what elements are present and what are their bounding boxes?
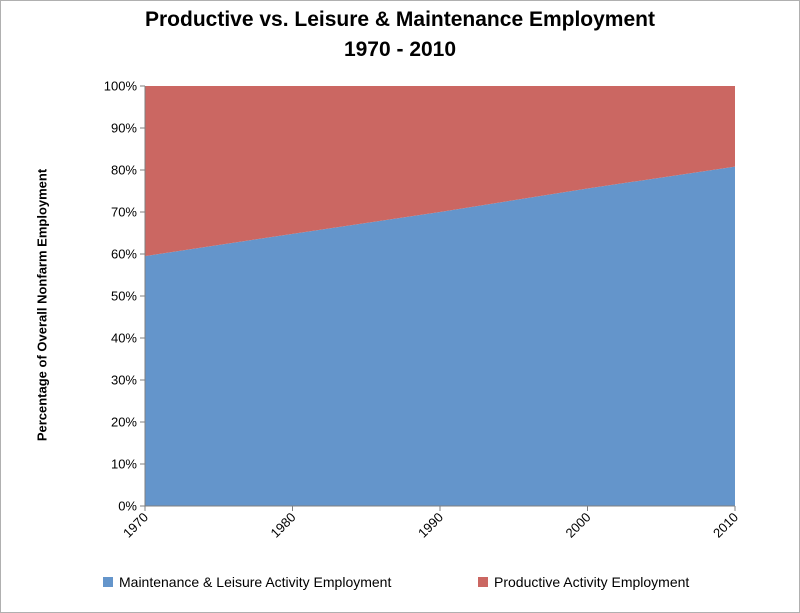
x-tick-label: 2000 xyxy=(563,510,594,541)
legend-item-productive: Productive Activity Employment xyxy=(478,574,689,590)
chart-title: Productive vs. Leisure & Maintenance Emp… xyxy=(145,8,655,31)
y-tick-label: 20% xyxy=(111,415,137,430)
y-tick-label: 50% xyxy=(111,289,137,304)
x-tick-label: 1980 xyxy=(268,510,299,541)
legend-swatch-maintenance xyxy=(103,577,113,587)
area-series-maintenance-leisure-activity-employment xyxy=(145,166,735,506)
y-tick-label: 10% xyxy=(111,457,137,472)
y-tick-label: 80% xyxy=(111,163,137,178)
y-tick-label: 40% xyxy=(111,331,137,346)
y-tick-label: 60% xyxy=(111,247,137,262)
chart-subtitle: 1970 - 2010 xyxy=(343,38,457,61)
y-tick-label: 30% xyxy=(111,373,137,388)
y-tick-label: 90% xyxy=(111,121,137,136)
y-tick-label: 70% xyxy=(111,205,137,220)
y-tick-label: 0% xyxy=(118,499,137,514)
legend-swatch-productive xyxy=(478,577,488,587)
legend-item-maintenance: Maintenance & Leisure Activity Employmen… xyxy=(103,574,391,590)
x-tick-label: 1970 xyxy=(120,510,151,541)
y-tick-label: 100% xyxy=(104,79,138,94)
area-series-productive-activity-employment xyxy=(145,86,735,257)
x-tick-label: 1990 xyxy=(415,510,446,541)
legend-label-productive: Productive Activity Employment xyxy=(494,574,690,590)
legend-label-maintenance: Maintenance & Leisure Activity Employmen… xyxy=(119,574,392,590)
x-tick-label: 2010 xyxy=(710,510,741,541)
